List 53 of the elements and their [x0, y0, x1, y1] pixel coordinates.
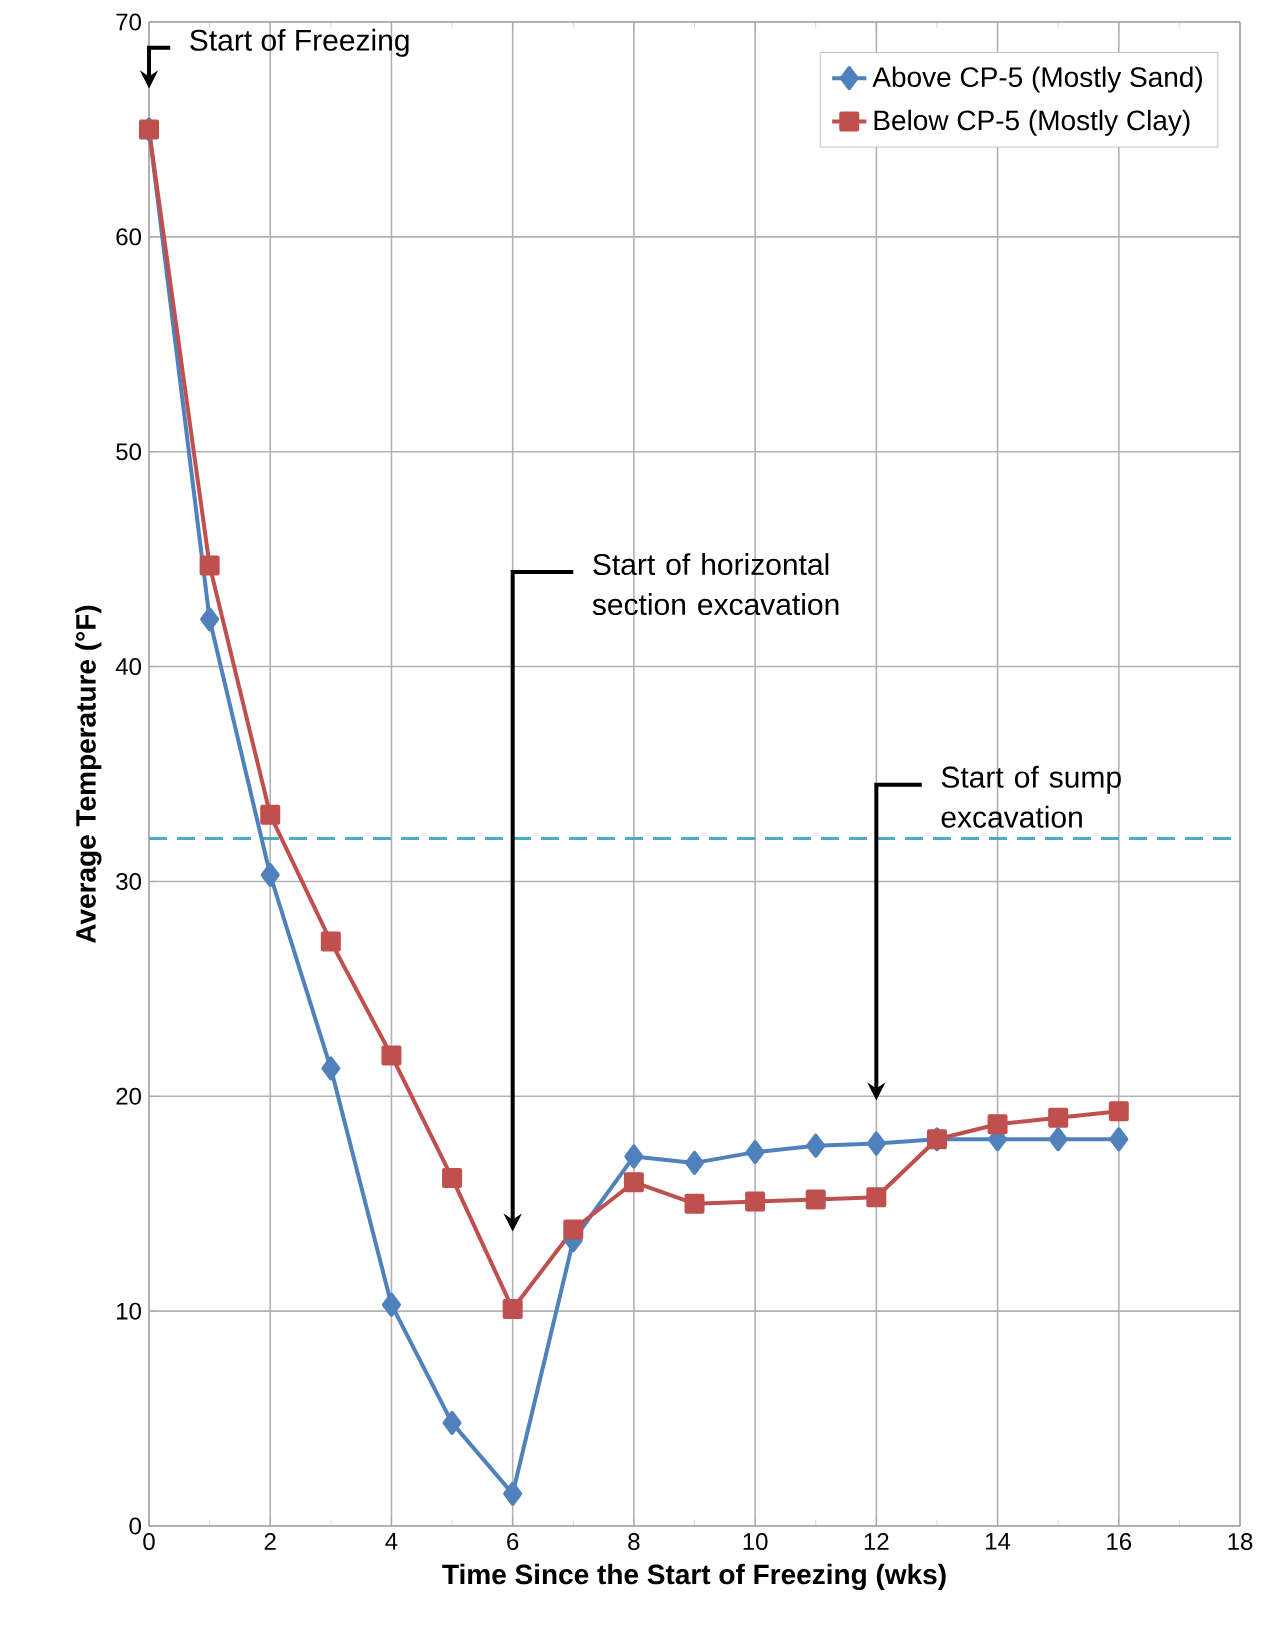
point	[502, 1298, 523, 1319]
point	[684, 1193, 705, 1214]
point	[320, 931, 341, 952]
x-tick-label: 0	[143, 1533, 155, 1551]
y-tick-label: 50	[116, 443, 141, 461]
annotation: Start of horizontal section excavation	[592, 553, 839, 616]
point	[381, 1292, 401, 1317]
point	[381, 1045, 402, 1066]
point	[442, 1167, 463, 1188]
point	[1108, 1101, 1129, 1122]
point	[321, 1056, 341, 1081]
x-tick-label: 4	[385, 1533, 398, 1550]
point	[503, 1481, 523, 1506]
x-axis-title: Time Since the Start of Freezing (wks)	[442, 1563, 946, 1591]
y-tick-label: 70	[116, 13, 141, 31]
point	[200, 607, 220, 632]
y-tick-label: 60	[116, 228, 141, 246]
x-tick-label: 2	[264, 1533, 276, 1550]
x-tick-label: 8	[628, 1533, 640, 1551]
x-tick-label: 12	[864, 1533, 889, 1550]
legend-label: Below CP-5 (Mostly Clay)	[874, 109, 1190, 136]
point	[1048, 1127, 1068, 1152]
y-tick-label: 40	[115, 658, 141, 676]
point	[866, 1131, 886, 1156]
point	[866, 1187, 887, 1208]
x-tick-label: 18	[1228, 1533, 1253, 1551]
x-tick-label: 10	[743, 1533, 768, 1551]
point	[745, 1140, 765, 1165]
y-tick-label: 20	[116, 1087, 141, 1105]
point	[199, 555, 220, 576]
point	[1048, 1107, 1069, 1128]
point	[806, 1133, 826, 1158]
point	[745, 1191, 766, 1212]
point	[685, 1150, 704, 1175]
x-tick-label: 6	[507, 1533, 519, 1551]
point	[805, 1189, 826, 1210]
y-tick-label: 0	[129, 1517, 142, 1535]
point	[260, 804, 281, 825]
annotation: Start of Freezing	[190, 28, 409, 57]
annotation: Start of sump excavation	[941, 765, 1121, 828]
point	[260, 862, 280, 887]
point	[624, 1144, 644, 1169]
point	[563, 1219, 584, 1240]
point	[442, 1410, 462, 1435]
y-tick-label: 10	[117, 1302, 141, 1320]
x-tick-label: 16	[1107, 1533, 1132, 1551]
legend-label: Above CP-5 (Mostly Sand)	[872, 66, 1202, 93]
point	[987, 1114, 1008, 1135]
point	[1109, 1127, 1129, 1152]
y-axis-title: Average Temperature (°F)	[75, 605, 102, 944]
y-tick-label: 30	[116, 872, 141, 890]
x-tick-label: 14	[986, 1533, 1011, 1550]
point	[623, 1172, 644, 1193]
